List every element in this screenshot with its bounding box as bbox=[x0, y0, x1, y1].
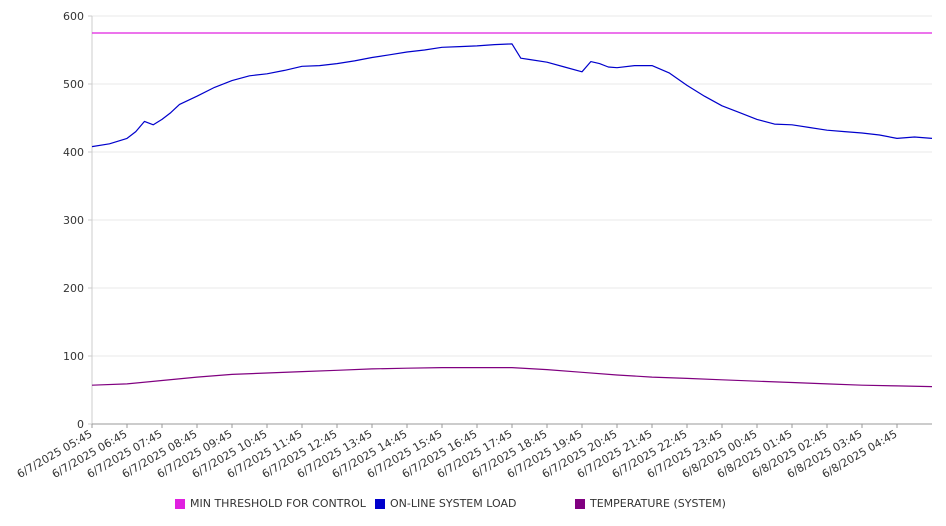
legend-swatch-min-threshold bbox=[175, 498, 185, 509]
y-tick-labels: 0 100 200 300 400 500 600 bbox=[63, 10, 92, 431]
y-tick-label-500: 500 bbox=[63, 78, 84, 91]
legend-swatch-temperature bbox=[575, 498, 585, 509]
x-tick-labels: 6/7/2025 05:456/7/2025 06:456/7/2025 07:… bbox=[15, 424, 900, 481]
y-tick-label-0: 0 bbox=[77, 418, 84, 431]
series-line-system-load bbox=[91, 43, 933, 148]
series-lines bbox=[91, 32, 933, 388]
legend-label-system-load: ON-LINE SYSTEM LOAD bbox=[390, 497, 517, 510]
legend-item-temperature: TEMPERATURE (SYSTEM) bbox=[575, 497, 726, 510]
y-tick-label-600: 600 bbox=[63, 10, 84, 23]
legend-swatch-system-load bbox=[375, 498, 385, 509]
series-line-temperature bbox=[91, 367, 933, 388]
legend-label-temperature: TEMPERATURE (SYSTEM) bbox=[590, 497, 726, 510]
y-tick-label-100: 100 bbox=[63, 350, 84, 363]
y-tick-label-400: 400 bbox=[63, 146, 84, 159]
y-tick-label-200: 200 bbox=[63, 282, 84, 295]
legend-item-min-threshold: MIN THRESHOLD FOR CONTROL bbox=[175, 497, 366, 510]
legend-item-system-load: ON-LINE SYSTEM LOAD bbox=[375, 497, 516, 510]
y-tick-label-300: 300 bbox=[63, 214, 84, 227]
gridlines bbox=[92, 15, 932, 357]
legend-label-min-threshold: MIN THRESHOLD FOR CONTROL bbox=[190, 497, 366, 510]
legend: MIN THRESHOLD FOR CONTROL ON-LINE SYSTEM… bbox=[0, 497, 946, 515]
